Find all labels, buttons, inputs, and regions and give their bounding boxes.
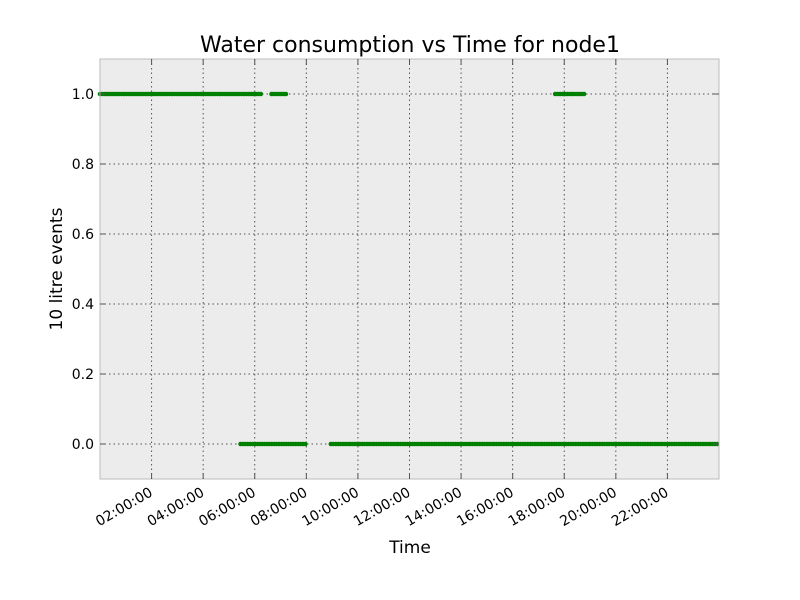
data-point	[258, 91, 264, 97]
data-segment	[552, 91, 587, 97]
y-axis-title: 10 litre events	[47, 207, 67, 330]
y-tick-label: 0.6	[72, 227, 94, 243]
y-tick-label: 1.0	[72, 87, 94, 103]
data-points	[97, 91, 720, 447]
x-tick-label: 08:00:00	[248, 485, 310, 530]
data-segment	[328, 441, 720, 447]
x-tick-label: 06:00:00	[196, 485, 258, 530]
x-axis-title: Time	[388, 538, 431, 558]
y-tick-label: 0.4	[72, 297, 94, 313]
y-tick-label: 0.2	[72, 367, 94, 383]
data-point	[303, 441, 308, 447]
y-axis-ticks: 0.0 0.2 0.4 0.6 0.8 1.0	[72, 87, 719, 453]
y-tick-label: 0.8	[72, 157, 94, 173]
data-point	[283, 91, 289, 97]
data-segment	[269, 91, 289, 97]
x-tick-label: 16:00:00	[454, 485, 516, 530]
x-tick-label: 02:00:00	[93, 485, 155, 530]
x-tick-label: 14:00:00	[403, 485, 465, 530]
y-tick-label: 0.0	[72, 437, 94, 453]
x-tick-label: 04:00:00	[145, 485, 207, 530]
x-tick-label: 22:00:00	[609, 485, 671, 530]
chart-title: Water consumption vs Time for node1	[200, 33, 620, 58]
x-tick-label: 20:00:00	[557, 485, 619, 530]
data-point	[581, 91, 587, 97]
x-tick-label: 10:00:00	[299, 485, 361, 530]
x-tick-label: 18:00:00	[506, 485, 568, 530]
data-segment	[97, 91, 264, 97]
data-segment	[238, 441, 308, 447]
plot-background	[100, 59, 719, 479]
x-tick-label: 12:00:00	[351, 485, 413, 530]
